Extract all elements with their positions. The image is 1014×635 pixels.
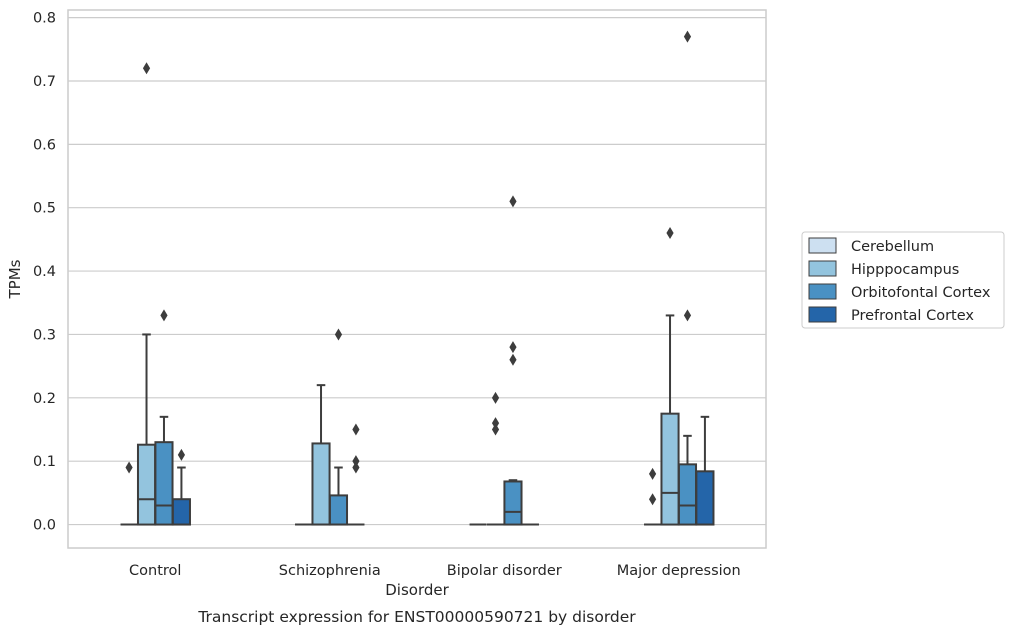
legend-frame bbox=[801, 231, 1005, 329]
outlier-point bbox=[491, 391, 500, 404]
box bbox=[154, 441, 174, 526]
x-axis-label: Disorder bbox=[385, 581, 449, 599]
legend-swatch bbox=[808, 237, 837, 254]
boxplot bbox=[328, 328, 349, 526]
outlier-point bbox=[491, 423, 500, 436]
x-axis: Control Schizophrenia Bipolar disorder Majo… bbox=[129, 563, 741, 579]
boxplot bbox=[503, 195, 523, 526]
boxplots bbox=[120, 30, 715, 526]
box bbox=[503, 480, 523, 526]
y-tick-label: 0.5 bbox=[33, 201, 56, 217]
outlier-point bbox=[334, 328, 343, 341]
legend-swatch bbox=[808, 260, 837, 277]
legend-swatch bbox=[808, 283, 837, 300]
legend-label: Cerebellum bbox=[851, 239, 934, 255]
boxplot bbox=[695, 415, 715, 526]
box bbox=[136, 443, 157, 526]
outlier-point bbox=[509, 353, 517, 366]
y-tick-label: 0.3 bbox=[33, 327, 56, 343]
outlier-point bbox=[177, 448, 186, 461]
y-tick-label: 0.4 bbox=[33, 264, 56, 280]
x-tick-label: Bipolar disorder bbox=[447, 563, 562, 579]
y-tick-label: 0.1 bbox=[33, 454, 56, 470]
outlier-point bbox=[125, 461, 133, 474]
legend: Cerebellum Hipppocampus Orbitofontal Corte… bbox=[801, 231, 1005, 329]
legend-label: Orbitofontal Cortex bbox=[851, 285, 991, 301]
boxplot bbox=[171, 448, 191, 526]
boxplot bbox=[311, 384, 331, 526]
outlier-point bbox=[509, 195, 517, 208]
boxplot bbox=[136, 62, 157, 526]
outlier-point bbox=[352, 461, 360, 474]
box bbox=[677, 463, 698, 526]
y-tick-label: 0.7 bbox=[33, 74, 56, 90]
outlier-point bbox=[509, 341, 517, 354]
boxplot bbox=[347, 423, 365, 526]
outlier-point bbox=[648, 493, 657, 506]
y-tick-label: 0.2 bbox=[33, 391, 56, 407]
boxplot bbox=[677, 30, 698, 526]
boxplot bbox=[120, 461, 138, 526]
outlier-point bbox=[683, 30, 692, 43]
y-tick-label: 0.8 bbox=[33, 11, 56, 27]
chart-caption: Transcript expression for ENST0000059072… bbox=[197, 608, 636, 626]
legend-label: Hipppocampus bbox=[851, 262, 959, 278]
x-tick-label: Schizophrenia bbox=[279, 563, 381, 579]
outlier-point bbox=[683, 309, 692, 322]
outlier-point bbox=[352, 455, 360, 468]
y-axis-label: TPMs bbox=[6, 259, 24, 299]
box bbox=[328, 494, 349, 526]
outlier-point bbox=[491, 417, 500, 430]
x-tick-label: Major depression bbox=[617, 563, 741, 579]
outlier-point bbox=[666, 227, 674, 240]
box bbox=[660, 412, 680, 526]
outlier-point bbox=[142, 62, 151, 75]
y-tick-label: 0.6 bbox=[33, 137, 56, 153]
boxplot bbox=[486, 391, 505, 526]
legend-swatch bbox=[808, 306, 837, 323]
plot-frame bbox=[67, 9, 767, 549]
y-tick-label: 0.0 bbox=[33, 518, 56, 534]
x-tick-label: Control bbox=[129, 563, 181, 579]
box bbox=[171, 498, 191, 526]
outlier-point bbox=[160, 309, 168, 322]
outlier-point bbox=[648, 467, 657, 480]
legend-label: Prefrontal Cortex bbox=[851, 308, 974, 324]
boxplot bbox=[644, 467, 662, 526]
outlier-point bbox=[352, 423, 360, 436]
boxplot bbox=[154, 309, 174, 526]
y-axis: 0.0 0.1 0.2 0.3 0.4 0.5 0.6 0.7 0.8 bbox=[33, 11, 56, 534]
box bbox=[695, 470, 715, 526]
box bbox=[311, 442, 331, 526]
